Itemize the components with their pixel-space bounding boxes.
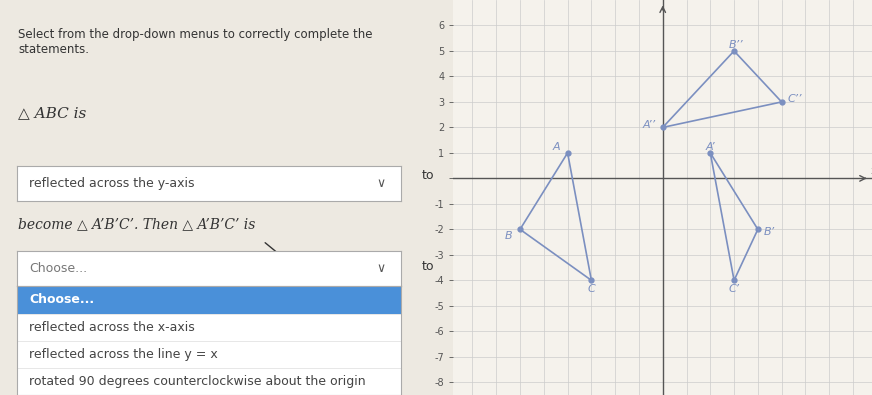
Text: x: x bbox=[871, 166, 872, 176]
Text: Choose...: Choose... bbox=[29, 262, 87, 275]
Text: B’’: B’’ bbox=[729, 40, 744, 50]
Text: B’: B’ bbox=[764, 227, 775, 237]
Text: C’: C’ bbox=[729, 284, 739, 294]
Text: reflected across the x-axis: reflected across the x-axis bbox=[29, 321, 194, 334]
Text: become △ A’B’C’. Then △ A’B’C’ is: become △ A’B’C’. Then △ A’B’C’ is bbox=[18, 217, 255, 231]
Text: Choose...: Choose... bbox=[29, 293, 94, 307]
Text: A’: A’ bbox=[705, 141, 715, 152]
Text: ∨: ∨ bbox=[377, 262, 385, 275]
Text: Select from the drop-down menus to correctly complete the
statements.: Select from the drop-down menus to corre… bbox=[18, 28, 372, 56]
Text: C’’: C’’ bbox=[787, 94, 802, 104]
Text: to: to bbox=[422, 169, 434, 182]
Text: reflected across the line y = x: reflected across the line y = x bbox=[29, 348, 218, 361]
Text: to: to bbox=[422, 260, 434, 273]
Text: A: A bbox=[553, 141, 561, 152]
Text: ∨: ∨ bbox=[377, 177, 385, 190]
Bar bbox=[17, 286, 401, 314]
Text: reflected across the y-axis: reflected across the y-axis bbox=[29, 177, 194, 190]
Text: C: C bbox=[588, 284, 596, 294]
Text: △ ABC is: △ ABC is bbox=[18, 107, 86, 120]
Text: A’’: A’’ bbox=[643, 120, 657, 130]
Text: rotated 90 degrees counterclockwise about the origin: rotated 90 degrees counterclockwise abou… bbox=[29, 375, 365, 388]
Text: B: B bbox=[504, 231, 512, 241]
